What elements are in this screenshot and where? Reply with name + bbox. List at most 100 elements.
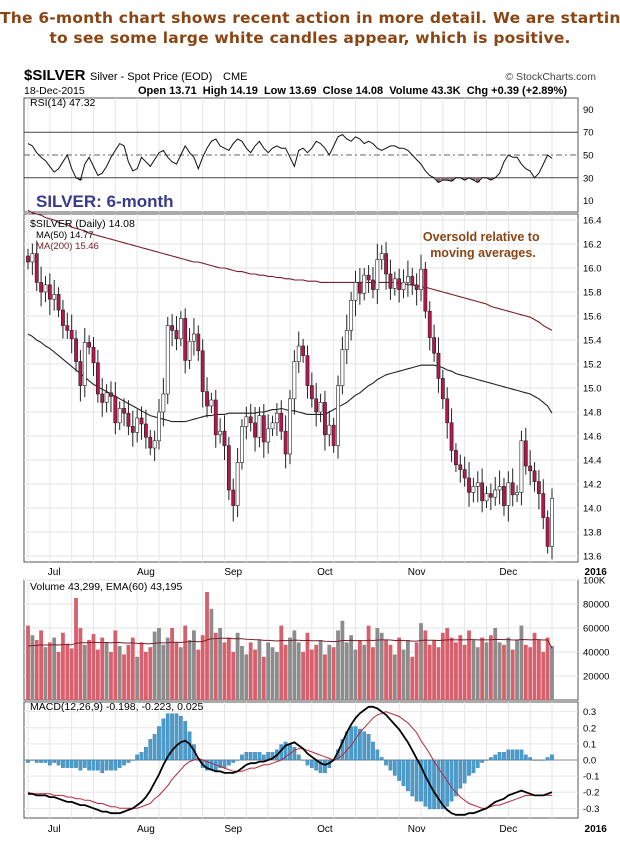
macd-y-tick: 0.3 xyxy=(583,707,596,718)
macd-x-tick: Dec xyxy=(499,824,517,835)
candle-body xyxy=(30,253,35,263)
candle-body xyxy=(213,399,218,436)
macd-histogram-bar xyxy=(34,759,39,763)
candle-body xyxy=(427,310,432,338)
volume-bar xyxy=(467,630,471,700)
macd-histogram-bar xyxy=(135,754,140,761)
candle-body xyxy=(248,416,253,424)
volume-bar xyxy=(126,644,131,700)
candle-body xyxy=(532,470,537,482)
candle-body xyxy=(39,282,44,293)
macd-histogram-bar xyxy=(510,749,515,761)
volume-bar xyxy=(235,632,240,700)
macd-histogram-bar xyxy=(109,759,113,771)
candle-body xyxy=(100,393,105,403)
candle-body xyxy=(423,268,428,312)
candle-body xyxy=(523,440,528,467)
volume-y-tick: 40000 xyxy=(583,648,609,659)
candle-body xyxy=(283,430,288,455)
volume-bar xyxy=(327,644,332,700)
volume-bar xyxy=(288,637,292,700)
macd-histogram-bar xyxy=(493,754,498,761)
macd-histogram-bar xyxy=(454,759,458,797)
volume-bar xyxy=(257,640,262,700)
price-y-tick: 14.4 xyxy=(583,456,602,467)
volume-bar xyxy=(523,644,528,700)
price-y-tick: 15.2 xyxy=(583,360,602,371)
macd-histogram-bar xyxy=(170,713,174,761)
candle-body xyxy=(493,489,498,498)
macd-histogram-bar xyxy=(423,759,428,807)
candle-body xyxy=(270,422,275,430)
candle-body xyxy=(467,477,471,493)
macd-histogram-bar xyxy=(497,752,502,761)
volume-bar xyxy=(253,649,257,700)
volume-bar xyxy=(362,644,367,700)
candle-body xyxy=(109,392,113,397)
volume-bar xyxy=(344,642,349,700)
macd-histogram-bar xyxy=(113,759,118,771)
volume-bar xyxy=(519,625,524,700)
candle-body xyxy=(480,482,485,502)
macd-histogram-bar xyxy=(261,754,266,761)
macd-histogram-bar xyxy=(506,749,511,761)
candle-body xyxy=(266,428,271,443)
macd-histogram-bar xyxy=(550,754,554,761)
volume-bar xyxy=(471,640,476,700)
macd-histogram-bar xyxy=(126,759,131,763)
macd-histogram-bar xyxy=(161,718,166,761)
volume-bar xyxy=(178,647,183,700)
price-y-tick: 13.6 xyxy=(583,552,602,563)
macd-histogram-bar xyxy=(432,759,436,810)
candle-body xyxy=(301,345,306,356)
volume-bar xyxy=(270,647,275,700)
macd-histogram-bar xyxy=(104,759,109,771)
macd-x-tick: Aug xyxy=(137,824,155,835)
header-copyright: © StockCharts.com xyxy=(505,71,596,83)
volume-bar xyxy=(480,637,485,700)
volume-bar xyxy=(192,630,196,700)
volume-bar xyxy=(502,644,506,700)
candle-body xyxy=(323,402,327,436)
volume-bar xyxy=(26,625,30,700)
macd-histogram-bar xyxy=(410,759,415,797)
candle-body xyxy=(196,333,201,352)
volume-bar xyxy=(366,625,371,700)
volume-bar xyxy=(39,630,43,700)
volume-bar xyxy=(301,652,305,700)
volume-bar xyxy=(196,649,201,700)
macd-histogram-bar xyxy=(467,759,471,776)
volume-bar xyxy=(183,625,188,700)
candle-body xyxy=(170,325,175,331)
macd-y-tick: -0.1 xyxy=(583,772,599,783)
macd-histogram-bar xyxy=(91,759,96,771)
volume-bar xyxy=(209,608,214,700)
volume-bar xyxy=(436,647,441,700)
macd-histogram-bar xyxy=(231,759,236,763)
volume-bar xyxy=(397,637,402,700)
macd-histogram-bar xyxy=(296,754,301,761)
candle-body xyxy=(327,424,332,436)
candle-body xyxy=(379,253,384,260)
macd-histogram-bar xyxy=(157,726,161,761)
macd-histogram-bar xyxy=(366,734,371,761)
macd-histogram-bar xyxy=(148,739,153,761)
macd-y-tick: 0.2 xyxy=(583,723,596,734)
candle-body xyxy=(488,493,493,498)
candle-body xyxy=(506,482,511,506)
candle-body xyxy=(78,361,83,386)
macd-x-tick: Oct xyxy=(317,824,333,835)
macd-histogram-bar xyxy=(414,759,419,802)
volume-bar xyxy=(205,592,209,700)
candle-body xyxy=(309,385,314,400)
rsi-y-tick: 50 xyxy=(583,151,594,162)
volume-bar xyxy=(117,646,122,700)
volume-bar xyxy=(261,656,266,700)
volume-bar xyxy=(130,637,135,700)
candle-body xyxy=(165,325,170,395)
candle-body xyxy=(161,393,166,413)
macd-histogram-bar xyxy=(165,713,170,761)
price-y-tick: 16.2 xyxy=(583,240,602,251)
volume-bar xyxy=(165,637,170,700)
candle-body xyxy=(344,330,349,350)
